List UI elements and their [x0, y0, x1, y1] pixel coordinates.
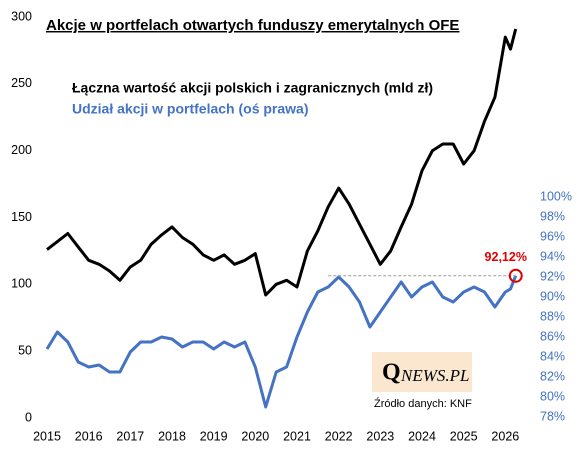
- y2-tick-label: 88%: [540, 309, 565, 323]
- y2-tick-label: 84%: [540, 349, 565, 363]
- y2-tick-label: 86%: [540, 329, 565, 343]
- y-tick-label: 0: [25, 410, 32, 424]
- y2-tick-label: 92%: [540, 269, 565, 283]
- y2-tick-label: 90%: [540, 289, 565, 303]
- x-tick-label: 2015: [33, 429, 61, 443]
- y-tick-label: 100: [11, 277, 32, 291]
- source: Źródło danych: KNF: [374, 397, 472, 410]
- data-label: 92,12%: [485, 250, 527, 264]
- y2-tick-label: 80%: [540, 389, 565, 403]
- y-tick-label: 200: [11, 143, 32, 157]
- x-tick-label: 2020: [241, 429, 269, 443]
- x-tick-label: 2021: [283, 429, 311, 443]
- x-tick-label: 2016: [75, 429, 103, 443]
- y2-tick-label: 78%: [540, 409, 565, 423]
- chart-title: Akcje w portfelach otwartych funduszy em…: [46, 17, 459, 34]
- series-line: [46, 28, 518, 297]
- highlight-marker: [508, 268, 523, 283]
- x-tick-label: 2023: [366, 429, 394, 443]
- logo-box: [372, 352, 472, 392]
- y2-tick-label: 98%: [540, 209, 565, 223]
- y-tick-label: 150: [11, 210, 32, 224]
- logo: Q: [382, 360, 401, 386]
- x-tick-label: 2019: [200, 429, 228, 443]
- y-tick-label: 300: [11, 9, 32, 23]
- y2-tick-label: 96%: [540, 229, 565, 243]
- x-tick-label: 2025: [450, 429, 478, 443]
- y2-tick-label: 94%: [540, 249, 565, 263]
- x-tick-label: 2017: [116, 429, 144, 443]
- y-tick-label: 50: [18, 343, 32, 357]
- y2-tick-label: 82%: [540, 369, 565, 383]
- x-tick-label: 2024: [408, 429, 436, 443]
- legend-entry: Łączna wartość akcji polskich i zagranic…: [72, 80, 433, 96]
- y2-tick-label: 100%: [540, 189, 572, 203]
- x-tick-label: 2022: [325, 429, 353, 443]
- y-tick-label: 250: [11, 76, 32, 90]
- series-line: [45, 275, 518, 409]
- x-tick-label: 2026: [491, 429, 519, 443]
- legend-entry: Udział akcji w portfelach (oś prawa): [72, 101, 309, 117]
- logo: NEWS.PL: [400, 366, 469, 385]
- x-tick-label: 2018: [158, 429, 186, 443]
